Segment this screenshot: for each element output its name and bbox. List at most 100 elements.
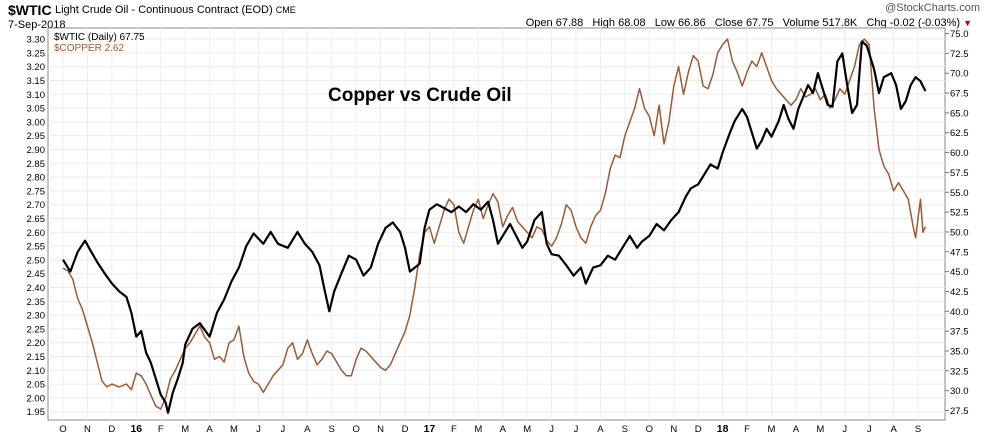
legend-item-wtic: $WTIC (Daily) 67.75 [54,32,145,43]
open-label: Open [525,17,553,29]
legend-item-copper: $COPPER 2.62 [54,43,124,54]
year-tick-label: 17 [424,423,436,435]
left-tick-label: 2.85 [27,159,46,170]
month-tick-label: F [451,424,457,435]
year-tick-label: 16 [130,423,142,435]
month-tick-label: S [622,424,628,435]
right-tick-label: 72.5 [950,49,969,60]
left-tick-label: 2.25 [27,324,46,335]
month-tick-label: M [474,424,482,435]
month-tick-label: J [842,424,847,435]
left-tick-label: 2.65 [27,214,46,225]
right-tick-label: 52.5 [950,208,969,219]
month-tick-label: A [890,424,897,435]
right-tick-label: 75.0 [950,29,969,40]
month-tick-label: M [523,424,531,435]
left-tick-label: 2.30 [27,311,46,322]
right-tick-label: 37.5 [950,327,969,338]
left-tick-label: 3.05 [27,104,46,115]
month-tick-label: F [744,424,750,435]
chart-annotation: Copper vs Crude Oil [328,85,512,106]
month-tick-label: M [181,424,189,435]
month-tick-label: A [500,424,507,435]
volume-label: Volume [782,17,820,29]
month-tick-label: D [108,424,115,435]
month-tick-label: A [597,424,604,435]
left-tick-label: 2.75 [27,186,46,197]
legend: $WTIC (Daily) 67.75 $COPPER 2.62 [54,32,145,54]
month-tick-label: F [158,424,164,435]
month-tick-label: D [695,424,702,435]
chg-label: Chg [866,17,887,29]
right-tick-label: 42.5 [950,287,969,298]
right-tick-label: 50.0 [950,227,969,238]
right-tick-label: 62.5 [950,128,969,139]
contract-description: Light Crude Oil - Continuous Contract (E… [55,4,296,16]
month-tick-label: M [230,424,238,435]
month-tick-label: D [402,424,409,435]
ticker-symbol: $WTIC [8,2,52,18]
left-tick-label: 2.55 [27,242,46,253]
left-axis: 1.95 2.00 2.05 2.10 2.15 2.20 2.25 2.30 2.35 2.40… [27,35,46,419]
left-tick-label: 2.70 [27,200,46,211]
month-tick-label: A [793,424,800,435]
month-tick-label: A [304,424,311,435]
left-tick-label: 2.00 [27,393,46,404]
left-tick-label: 2.60 [27,228,46,239]
left-tick-label: 1.95 [27,407,46,418]
month-tick-label: O [646,424,653,435]
year-tick-label: 18 [717,423,729,435]
month-tick-label: N [377,424,384,435]
month-tick-label: M [816,424,824,435]
low-label: Low [654,17,675,29]
month-tick-label: N [84,424,91,435]
close-value: 67.75 [745,17,774,29]
month-tick-label: O [352,424,359,435]
month-tick-label: J [549,424,554,435]
high-value: 68.08 [618,17,646,29]
month-tick-label: J [280,424,285,435]
month-tick-label: O [59,424,66,435]
left-tick-label: 2.35 [27,297,46,308]
right-tick-label: 40.0 [950,307,969,318]
right-axis: 27.5 30.0 32.5 35.0 37.5 40.0 42.5 45.0 47.5 50.0… [945,29,969,417]
copper-series-line [62,38,927,410]
month-tick-label: A [206,424,213,435]
contract-name: Light Crude Oil - Continuous Contract (E… [55,4,273,16]
left-tick-label: 2.20 [27,338,46,349]
right-tick-label: 65.0 [950,108,969,119]
stockcharts-logo-icon: @StockCharts.com [885,2,980,14]
left-tick-label: 2.05 [27,380,46,391]
left-tick-label: 2.45 [27,269,46,280]
right-tick-label: 70.0 [950,69,969,80]
high-label: High [592,17,616,29]
right-tick-label: 57.5 [950,168,969,179]
right-tick-label: 47.5 [950,247,969,258]
month-tick-label: J [574,424,579,435]
left-tick-label: 2.80 [27,173,46,184]
right-tick-label: 55.0 [950,188,969,199]
left-tick-label: 3.10 [27,90,46,101]
left-tick-label: 2.90 [27,145,46,156]
right-tick-label: 35.0 [950,346,969,357]
close-label: Close [714,17,743,29]
stockcharts-logo[interactable]: @StockCharts.com [885,2,980,14]
left-tick-label: 3.30 [27,35,46,46]
left-tick-label: 2.10 [27,366,46,377]
volume-value: 517.8K [822,17,858,29]
right-tick-label: 27.5 [950,406,969,417]
right-tick-label: 45.0 [950,267,969,278]
left-tick-label: 2.50 [27,255,46,266]
month-tick-label: S [329,424,335,435]
open-value: 67.88 [555,17,584,29]
right-tick-label: 30.0 [950,386,969,397]
right-tick-label: 67.5 [950,89,969,100]
series-layer [62,38,927,414]
chg-value: -0.02 (-0.03%) [889,17,961,29]
right-tick-label: 32.5 [950,366,969,377]
month-tick-label: N [670,424,677,435]
x-axis: O N D 16 F M A M J J A S O N D 17 F M A M J J A S O N D 18 F M A M J J A S [59,423,921,435]
month-tick-label: J [256,424,261,435]
left-tick-label: 2.95 [27,131,46,142]
